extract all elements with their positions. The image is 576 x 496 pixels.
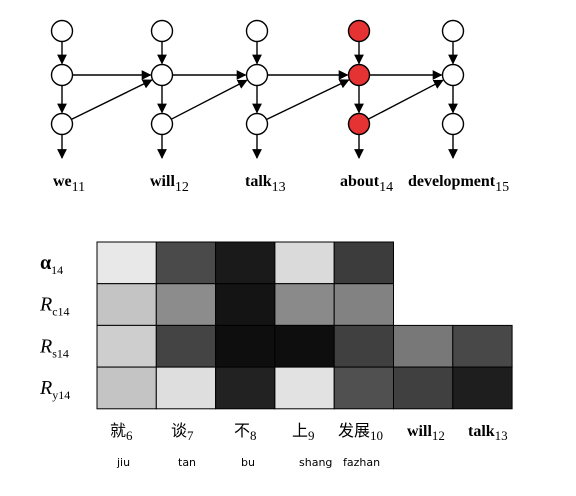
- row-label-sub: s14: [52, 346, 69, 360]
- heatmap-cell: [333, 324, 395, 368]
- row-label-sub: y14: [52, 388, 70, 402]
- row-label: Ry14: [39, 377, 70, 402]
- pinyin-label: bu: [241, 456, 255, 469]
- network-node: [50, 19, 74, 43]
- heatmap-cell: [333, 366, 395, 410]
- word-label: about14: [340, 173, 393, 195]
- column-label: 发展10: [338, 421, 383, 443]
- network-node: [245, 19, 269, 43]
- row-label-sub: 14: [51, 263, 63, 277]
- column-label-text: 谈: [171, 421, 187, 440]
- word-index: 13: [272, 180, 286, 195]
- row-label: α14: [40, 252, 63, 277]
- heatmap-cell: [155, 241, 217, 285]
- word-text: about: [340, 173, 380, 190]
- column-label: 谈7: [171, 421, 194, 443]
- column-label-text: 就: [110, 421, 126, 440]
- network-node: [441, 112, 465, 136]
- network-node: [150, 63, 174, 87]
- column-label-index: 7: [187, 428, 194, 443]
- heatmap-cell: [333, 241, 395, 285]
- column-label-index: 6: [126, 428, 133, 443]
- attention-heatmap: α14Rc14Rs14Ry14就6jiu谈7tan不8bu上9shang发展10…: [39, 241, 513, 469]
- word-text: we: [53, 173, 72, 190]
- column-label: 不8: [234, 421, 257, 443]
- network-node: [50, 63, 74, 87]
- word-text: will: [150, 173, 175, 190]
- heatmap-cell: [452, 366, 513, 410]
- column-label: 上9: [292, 421, 315, 443]
- network-node: [50, 112, 74, 136]
- heatmap-cell: [215, 283, 276, 326]
- pinyin-label: tan: [178, 456, 196, 469]
- heatmap-cell: [274, 324, 335, 368]
- column-label-text: 不: [234, 421, 250, 440]
- pinyin-label: shang: [299, 456, 332, 469]
- column-label: 就6: [110, 421, 133, 443]
- pinyin-label: jiu: [116, 456, 130, 469]
- column-label-text: talk: [468, 423, 495, 440]
- pinyin-label: fazhan: [343, 456, 380, 469]
- heatmap-cell: [96, 324, 157, 368]
- column-label: talk13: [468, 423, 508, 443]
- heatmap-cell: [393, 324, 454, 368]
- word-text: talk: [245, 173, 272, 190]
- heatmap-cell: [333, 283, 395, 326]
- heatmap-cell: [215, 324, 276, 368]
- heatmap-cell: [96, 366, 157, 410]
- heatmap-cell: [155, 324, 217, 368]
- word-index: 14: [379, 180, 393, 195]
- heatmap-cell: [96, 241, 157, 285]
- heatmap-cell: [452, 324, 513, 368]
- row-label-sub: c14: [52, 305, 69, 319]
- heatmap-cell: [155, 366, 217, 410]
- heatmap-cell: [155, 283, 217, 326]
- word-label: we11: [53, 173, 85, 195]
- column-label-index: 8: [250, 428, 257, 443]
- arrow-diagonal: [367, 79, 444, 120]
- row-label-main: α: [40, 252, 51, 274]
- word-label: talk13: [245, 173, 286, 195]
- heatmap-cell: [274, 241, 335, 285]
- column-label-index: 13: [495, 428, 508, 443]
- column-label-index: 10: [370, 428, 383, 443]
- word-index: 15: [495, 180, 509, 195]
- network-node: [245, 112, 269, 136]
- row-label-main: R: [39, 377, 52, 399]
- heatmap-cell: [393, 366, 454, 410]
- network-node: [150, 19, 174, 43]
- network-node: [150, 112, 174, 136]
- heatmap-cell: [215, 366, 276, 410]
- heatmap-cell: [215, 241, 276, 285]
- column-label-index: 9: [308, 428, 315, 443]
- network-node: [347, 112, 371, 136]
- word-label: development15: [408, 173, 509, 195]
- row-label: Rc14: [39, 294, 70, 319]
- network-node: [441, 63, 465, 87]
- word-label: will12: [150, 173, 189, 195]
- network-node: [441, 19, 465, 43]
- word-text: development: [408, 173, 496, 190]
- heatmap-cell: [96, 283, 157, 326]
- column-label-text: 上: [292, 421, 308, 440]
- arrow-diagonal: [171, 79, 248, 120]
- network-node: [347, 63, 371, 87]
- arrow-diagonal: [71, 79, 153, 121]
- network-node: [245, 63, 269, 87]
- word-index: 12: [175, 180, 189, 195]
- word-index: 11: [72, 180, 85, 195]
- column-label-text: 发展: [338, 421, 370, 440]
- row-label-main: R: [39, 335, 52, 357]
- column-label-index: 12: [432, 428, 445, 443]
- column-label-text: will: [407, 423, 432, 440]
- network-node: [347, 19, 371, 43]
- heatmap-cell: [274, 283, 335, 326]
- recurrent-network-diagram: we11 will12 talk13 about14 development15: [50, 19, 509, 195]
- column-label: will12: [407, 423, 445, 443]
- row-label: Rs14: [39, 335, 69, 360]
- heatmap-cell: [274, 366, 335, 410]
- arrow-diagonal: [266, 79, 350, 121]
- row-label-main: R: [39, 294, 52, 316]
